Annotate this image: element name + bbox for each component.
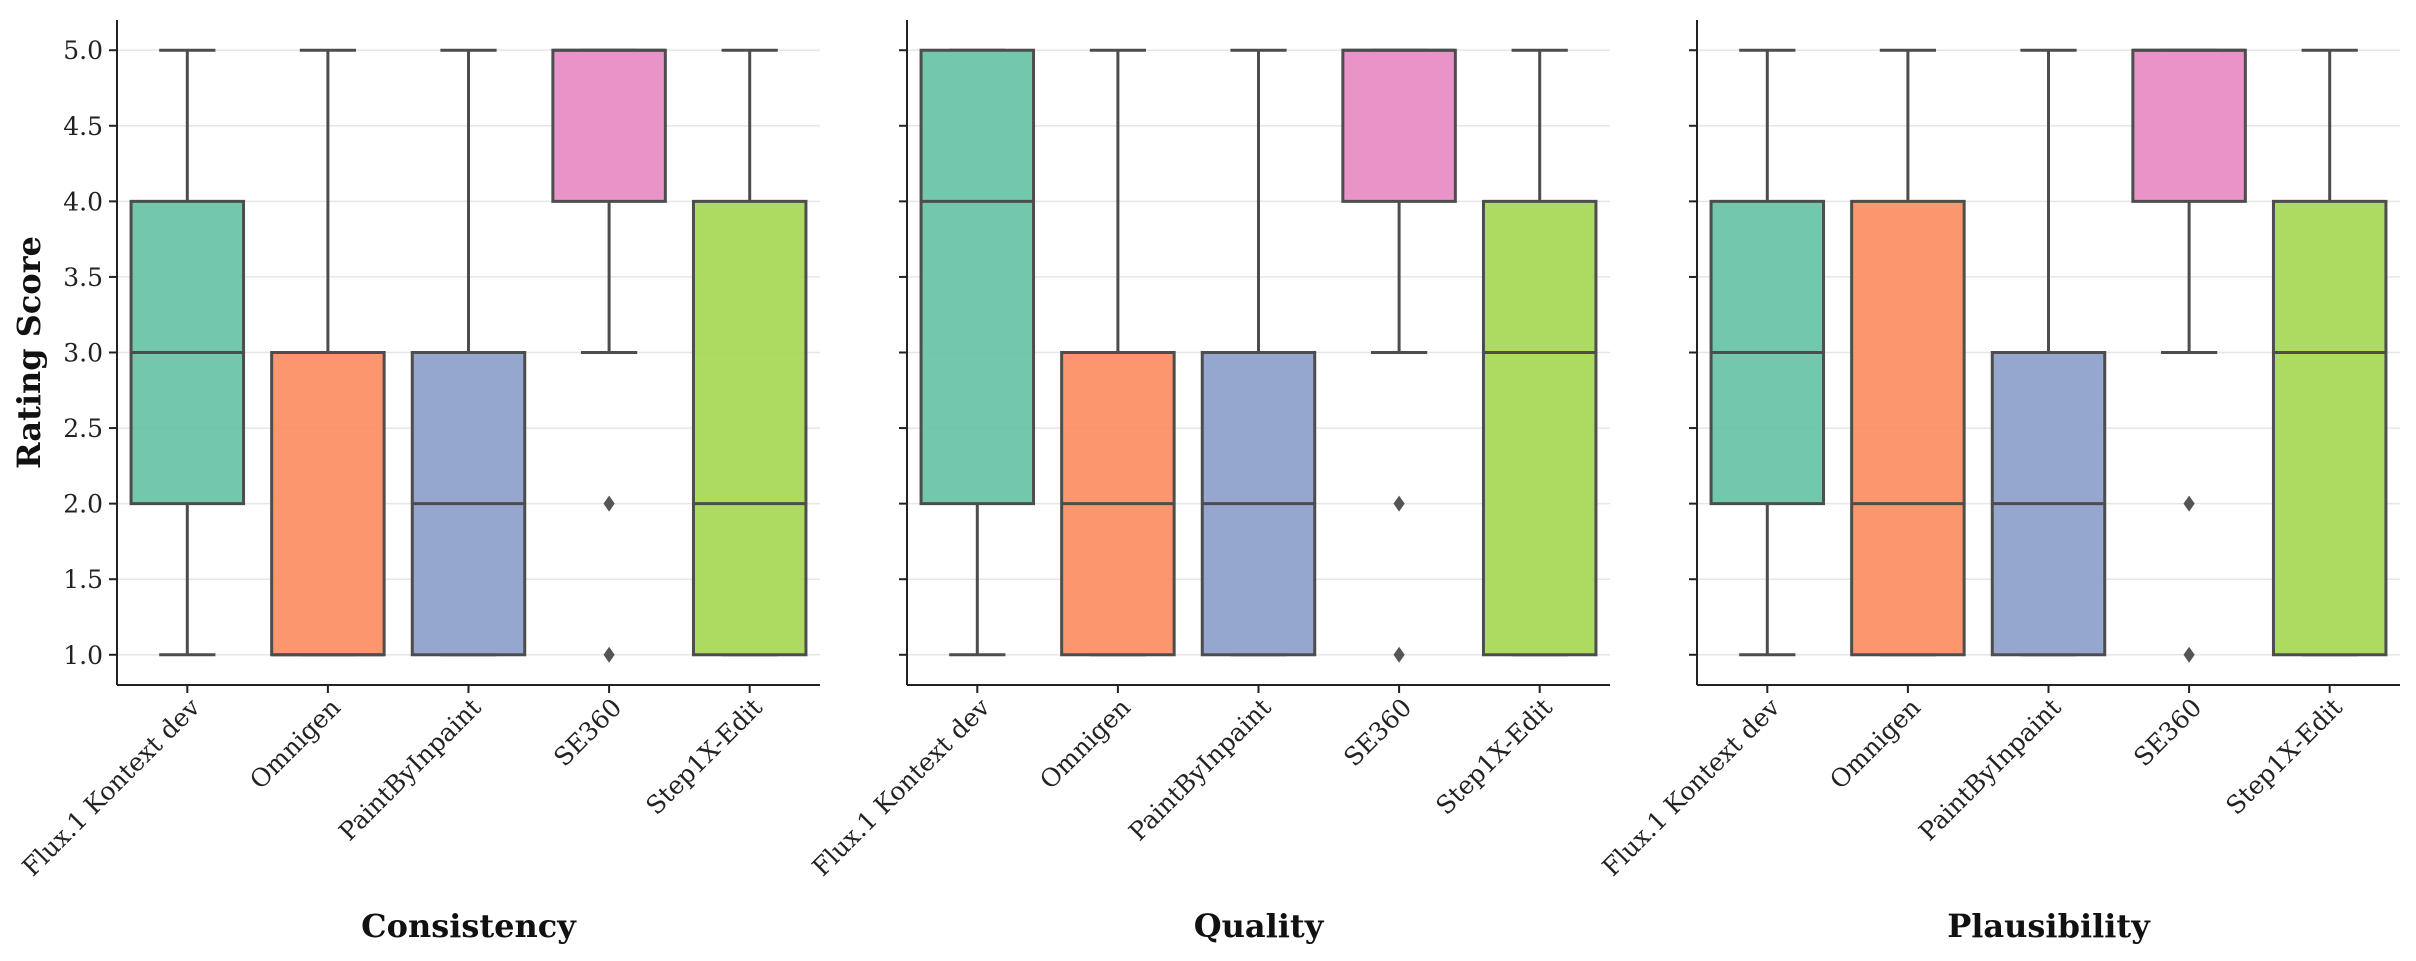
box-omnigen bbox=[1850, 48, 1966, 657]
y-tick-label: 2.0 bbox=[63, 490, 103, 519]
y-axis-label: Rating Score bbox=[10, 236, 48, 469]
x-tick-label: Flux.1 Kontext dev bbox=[16, 692, 206, 882]
box-flux-1-kontext-dev bbox=[129, 48, 246, 657]
box-step1x-edit bbox=[691, 48, 808, 657]
panel-title: Quality bbox=[1194, 907, 1325, 945]
y-tick-label: 1.0 bbox=[63, 641, 103, 670]
box-paintbyinpaint bbox=[410, 48, 527, 657]
iqr-box bbox=[1850, 199, 1966, 657]
x-tick-label: Step1X-Edit bbox=[640, 693, 768, 821]
x-tick-label: Omnigen bbox=[1034, 693, 1136, 795]
box-flux-1-kontext-dev bbox=[1709, 48, 1826, 657]
iqr-box bbox=[691, 199, 808, 657]
box-se360 bbox=[551, 48, 667, 663]
iqr-box bbox=[1481, 199, 1598, 657]
iqr-box bbox=[2271, 199, 2388, 657]
x-tick-label: Step1X-Edit bbox=[1430, 693, 1558, 821]
outlier-point bbox=[603, 495, 615, 512]
iqr-box bbox=[270, 351, 386, 657]
outlier-point bbox=[603, 646, 615, 663]
box-omnigen bbox=[270, 48, 386, 657]
box-flux-1-kontext-dev bbox=[919, 48, 1036, 657]
x-tick-label: PaintByInpaint bbox=[1913, 693, 2067, 847]
x-tick-label: Flux.1 Kontext dev bbox=[1596, 692, 1786, 882]
outlier-point bbox=[2183, 495, 2195, 512]
x-tick-label: Omnigen bbox=[1824, 693, 1926, 795]
y-tick-label: 4.5 bbox=[63, 112, 103, 141]
panel-title: Consistency bbox=[361, 907, 577, 945]
y-tick-label: 4.0 bbox=[63, 187, 103, 216]
outlier-point bbox=[1393, 646, 1405, 663]
iqr-box bbox=[1341, 48, 1457, 203]
y-tick-label: 3.5 bbox=[63, 263, 103, 292]
iqr-box bbox=[2131, 48, 2247, 203]
iqr-box bbox=[551, 48, 667, 203]
box-se360 bbox=[1341, 48, 1457, 663]
x-tick-label: SE360 bbox=[1338, 693, 1417, 772]
y-tick-label: 2.5 bbox=[63, 414, 103, 443]
box-step1x-edit bbox=[1481, 48, 1598, 657]
y-tick-label: 3.0 bbox=[63, 339, 103, 368]
y-tick-label: 1.5 bbox=[63, 565, 103, 594]
box-omnigen bbox=[1060, 48, 1176, 657]
panel-consistency: 1.0 1.5 2.0 2.5 3.0 3.5 4.0 4.5 5.0 Flux.1 Kontex… bbox=[16, 20, 820, 945]
y-tick-label: 5.0 bbox=[63, 36, 103, 65]
x-tick-label: SE360 bbox=[548, 693, 627, 772]
x-tick-label: SE360 bbox=[2128, 693, 2207, 772]
box-paintbyinpaint bbox=[1200, 48, 1317, 657]
outlier-point bbox=[1393, 495, 1405, 512]
box-step1x-edit bbox=[2271, 48, 2388, 657]
iqr-box bbox=[919, 48, 1036, 506]
box-paintbyinpaint bbox=[1990, 48, 2107, 657]
panel-title: Plausibility bbox=[1947, 907, 2151, 945]
x-tick-label: Omnigen bbox=[244, 693, 346, 795]
box-se360 bbox=[2131, 48, 2247, 663]
x-tick-label: Step1X-Edit bbox=[2220, 693, 2348, 821]
outlier-point bbox=[2183, 646, 2195, 663]
x-tick-label: Flux.1 Kontext dev bbox=[806, 692, 996, 882]
x-tick-label: PaintByInpaint bbox=[333, 693, 487, 847]
x-tick-label: PaintByInpaint bbox=[1123, 693, 1277, 847]
